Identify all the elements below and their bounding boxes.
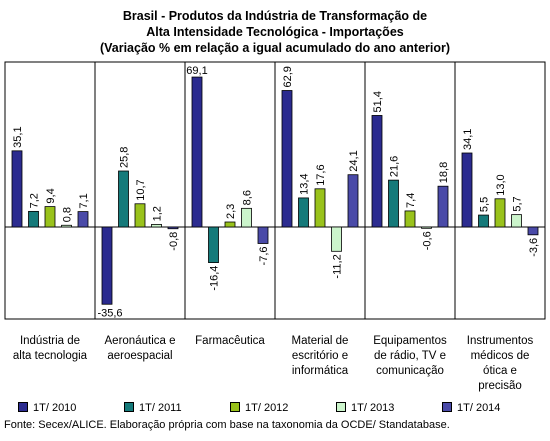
- data-label: 13,0: [495, 174, 507, 195]
- data-label: 5,5: [479, 197, 491, 212]
- bar: [191, 76, 203, 228]
- bar: [224, 221, 236, 228]
- data-label: -35,6: [97, 307, 122, 319]
- bar: [511, 214, 522, 228]
- legend-item: 1T/ 2013: [336, 402, 394, 416]
- chart-title-line1: Brasil - Produtos da Indústria de Transf…: [122, 9, 428, 23]
- category-label: de rádio, TV e: [374, 350, 446, 362]
- bar: [331, 226, 342, 252]
- data-label: 25,8: [119, 147, 131, 168]
- bar: [44, 206, 56, 228]
- bar: [241, 207, 252, 228]
- data-label: -0,6: [422, 231, 434, 250]
- data-label: 2,3: [225, 204, 237, 219]
- legend-swatch: [18, 402, 28, 412]
- bar: [388, 179, 399, 228]
- legend-item: 1T/ 2011: [124, 402, 182, 416]
- data-label: -16,4: [209, 266, 221, 291]
- data-label: 7,4: [405, 193, 417, 208]
- bar: [257, 226, 269, 244]
- category-label: Instrumentos: [467, 335, 534, 347]
- legend-label: 1T/ 2013: [351, 402, 395, 414]
- bar: [101, 226, 113, 305]
- data-label: 34,1: [462, 129, 474, 150]
- data-label: 0,8: [62, 207, 74, 222]
- data-label: 35,1: [12, 126, 24, 147]
- bar: [371, 115, 383, 228]
- category-label: Indústria de: [20, 335, 80, 347]
- bar: [437, 185, 449, 228]
- legend-label: 1T/ 2010: [33, 402, 77, 414]
- legend-item: 1T/ 2010: [18, 402, 76, 416]
- legend-label: 1T/ 2011: [139, 402, 182, 414]
- bar: [77, 211, 89, 228]
- legend-swatch: [336, 402, 346, 412]
- bar: [421, 226, 432, 229]
- chart-title-line2: Alta Intensidade Tecnológica - Importaçõ…: [146, 25, 404, 39]
- legend-swatch: [124, 402, 134, 412]
- category-label: informática: [292, 365, 349, 377]
- legend-swatch: [230, 402, 240, 412]
- data-label: 18,8: [438, 162, 450, 183]
- data-label: 17,6: [315, 164, 327, 185]
- data-label: 7,2: [29, 193, 41, 208]
- data-label: 7,1: [78, 193, 90, 208]
- data-label: 51,4: [372, 91, 384, 112]
- bar: [11, 150, 23, 228]
- category-label: ótica e: [483, 365, 517, 377]
- bar: [298, 197, 309, 228]
- data-label: -11,2: [332, 254, 344, 278]
- bar: [461, 152, 473, 228]
- bar: [404, 210, 416, 228]
- data-label: 62,9: [282, 66, 294, 87]
- category-label: médicos de: [471, 350, 530, 362]
- category-label: Material de: [292, 335, 349, 347]
- data-label: -7,6: [258, 246, 270, 265]
- category-label: alta tecnologia: [13, 350, 88, 362]
- data-label: 21,6: [389, 156, 401, 177]
- source-note: Fonte: Secex/ALICE. Elaboração própria c…: [4, 419, 450, 431]
- data-label: 10,7: [135, 179, 147, 200]
- bar: [28, 210, 39, 228]
- bar: [61, 224, 72, 228]
- data-label: -0,8: [168, 232, 180, 251]
- bar: [347, 174, 359, 228]
- bar: [118, 170, 129, 228]
- category-label: comunicação: [376, 365, 444, 377]
- bar: [134, 203, 146, 228]
- bar: [494, 198, 506, 228]
- category-label: Equipamentos: [373, 335, 447, 347]
- bar: [281, 90, 293, 228]
- category-label: Aeronáutica e: [105, 335, 176, 347]
- chart-title: Brasil - Produtos da Indústria de Transf…: [0, 8, 550, 56]
- data-label: 69,1: [186, 65, 207, 77]
- bar: [527, 226, 539, 236]
- legend-swatch: [442, 402, 452, 412]
- data-label: 9,4: [45, 188, 57, 203]
- legend-label: 1T/ 2014: [457, 402, 501, 414]
- category-label: escritório e: [292, 350, 348, 362]
- chart-title-line3: (Variação % em relação a igual acumulado…: [99, 41, 451, 55]
- legend-item: 1T/ 2014: [442, 402, 500, 416]
- legend-item: 1T/ 2012: [230, 402, 288, 416]
- bar: [208, 226, 219, 263]
- bar: [167, 226, 179, 230]
- data-label: -3,6: [528, 238, 540, 257]
- data-label: 24,1: [348, 150, 360, 171]
- category-label: precisão: [478, 380, 521, 392]
- legend-label: 1T/ 2012: [245, 402, 289, 414]
- data-label: 8,6: [242, 190, 254, 205]
- bar: [478, 214, 489, 228]
- data-label: 13,4: [299, 174, 311, 195]
- bar: [314, 188, 326, 228]
- category-label: Farmacêutica: [195, 335, 265, 347]
- category-label: aeroespacial: [107, 350, 172, 362]
- data-label: 1,2: [152, 206, 164, 221]
- data-label: 5,7: [512, 196, 524, 211]
- bar: [151, 223, 162, 228]
